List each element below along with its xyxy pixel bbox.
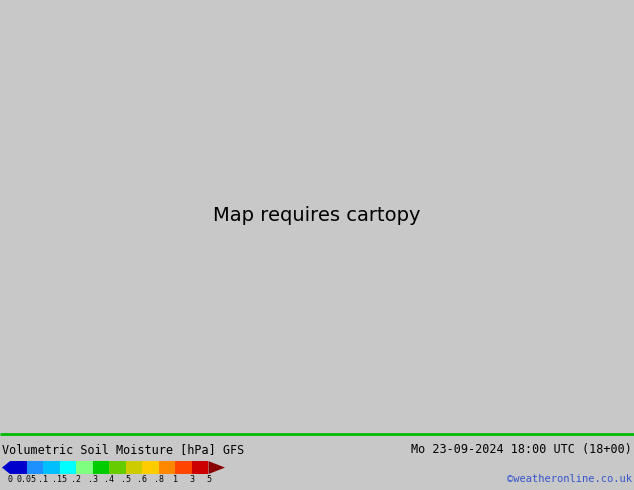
- Text: .8: .8: [154, 475, 164, 484]
- Text: .4: .4: [104, 475, 114, 484]
- Text: 0: 0: [8, 475, 13, 484]
- Text: .6: .6: [138, 475, 147, 484]
- Bar: [27, 461, 43, 474]
- Text: ©weatheronline.co.uk: ©weatheronline.co.uk: [507, 474, 632, 484]
- Text: 1: 1: [173, 475, 178, 484]
- Text: 5: 5: [206, 475, 211, 484]
- Text: Map requires cartopy: Map requires cartopy: [213, 206, 421, 225]
- Bar: [10, 461, 27, 474]
- Bar: [43, 461, 60, 474]
- Bar: [126, 461, 142, 474]
- Bar: [76, 461, 93, 474]
- Bar: [176, 461, 192, 474]
- Bar: [142, 461, 159, 474]
- Text: .3: .3: [87, 475, 98, 484]
- Text: .15: .15: [52, 475, 67, 484]
- Text: Volumetric Soil Moisture [hPa] GFS: Volumetric Soil Moisture [hPa] GFS: [2, 443, 244, 456]
- Polygon shape: [2, 461, 10, 474]
- Text: 0.05: 0.05: [16, 475, 37, 484]
- Text: Mo 23-09-2024 18:00 UTC (18+00): Mo 23-09-2024 18:00 UTC (18+00): [411, 443, 632, 456]
- Bar: [93, 461, 109, 474]
- Text: 3: 3: [190, 475, 195, 484]
- Bar: [60, 461, 76, 474]
- Bar: [109, 461, 126, 474]
- Text: .1: .1: [38, 475, 48, 484]
- Text: .2: .2: [71, 475, 81, 484]
- Bar: [192, 461, 209, 474]
- Polygon shape: [209, 461, 225, 474]
- Text: .5: .5: [120, 475, 131, 484]
- Bar: [159, 461, 176, 474]
